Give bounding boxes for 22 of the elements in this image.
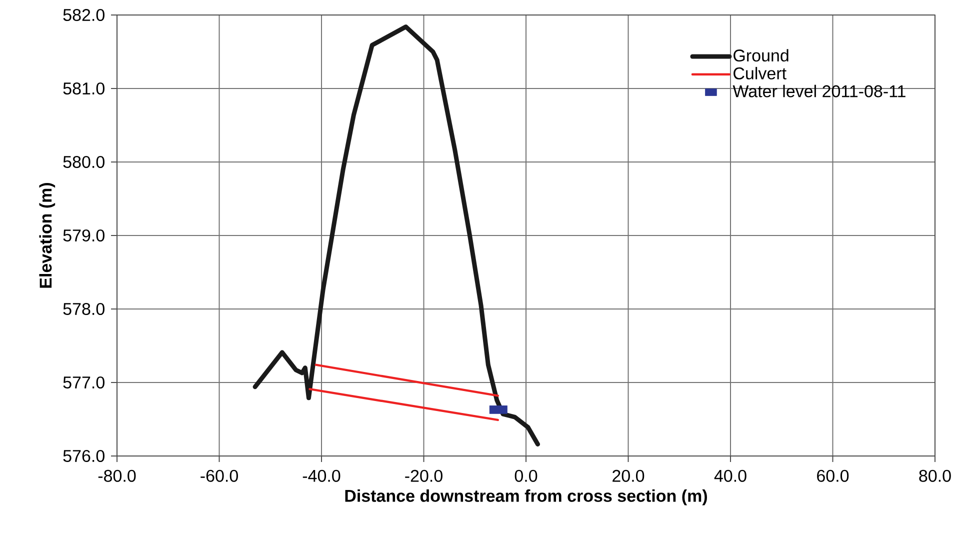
x-tick-label: -20.0 — [405, 470, 442, 482]
y-tick-label: 576.0 — [63, 450, 104, 462]
y-tick-label: 577.0 — [63, 376, 104, 389]
x-tick-label: 60.0 — [817, 470, 849, 482]
y-axis-title: Elevation (m) — [39, 182, 56, 288]
x-tick-label: 40.0 — [714, 470, 746, 482]
y-tick-label: 578.0 — [63, 302, 104, 316]
x-tick-label: -60.0 — [200, 470, 238, 482]
x-tick-label: 80.0 — [919, 470, 951, 482]
y-tick-label: 579.0 — [63, 229, 104, 242]
x-tick-label: -80.0 — [98, 470, 136, 482]
x-tick-label: 20.0 — [612, 470, 644, 482]
legend-label: Culvert — [734, 66, 786, 80]
legend-label: Ground — [734, 49, 788, 62]
line-series — [252, 24, 540, 446]
y-tick-label: 582.0 — [63, 8, 104, 22]
x-axis-title: Distance downstream from cross section (m) — [345, 489, 707, 506]
y-tick-label: 581.0 — [63, 82, 104, 95]
legend-label: Water level 2011-08-11 — [732, 84, 906, 98]
x-tick-label: -40.0 — [302, 470, 340, 482]
y-tick-label: 580.0 — [63, 156, 104, 168]
x-tick-label: 0.0 — [514, 470, 538, 482]
